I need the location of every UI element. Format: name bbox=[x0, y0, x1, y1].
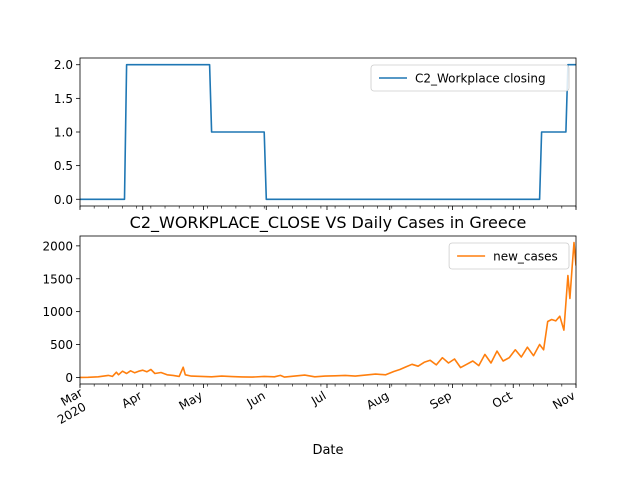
legend: C2_Workplace closing bbox=[370, 64, 570, 92]
series-line-c2-workplace-closing bbox=[80, 63, 576, 201]
y-tick-label: 2000 bbox=[42, 239, 73, 253]
legend-frame bbox=[448, 242, 570, 270]
x-tick-label: Jul bbox=[308, 388, 328, 408]
legend: new_cases bbox=[448, 242, 570, 270]
y-tick-label: 1000 bbox=[42, 305, 73, 319]
chart-title: C2_WORKPLACE_CLOSE VS Daily Cases in Gre… bbox=[130, 213, 527, 233]
legend-frame bbox=[370, 64, 570, 92]
y-tick-label: 0.5 bbox=[54, 159, 73, 173]
axes-frame bbox=[79, 57, 577, 207]
y-tick-label: 0.0 bbox=[54, 193, 73, 207]
legend-label: C2_Workplace closing bbox=[415, 72, 546, 86]
x-axis-label: Date bbox=[312, 443, 343, 458]
y-tick-label: 1.0 bbox=[54, 126, 73, 140]
y-tick-label: 2.0 bbox=[54, 58, 73, 72]
y-tick-label: 1.5 bbox=[54, 92, 73, 106]
y-tick-label: 0 bbox=[65, 371, 73, 385]
y-tick-label: 1500 bbox=[42, 272, 73, 286]
legend-label: new_cases bbox=[493, 250, 558, 264]
y-tick-label: 500 bbox=[50, 338, 73, 352]
workplace-closing-subplot: 0.0 0.5 1.0 1.5 2.0 C2_Workplace closing bbox=[54, 57, 577, 210]
series-line-new-cases bbox=[80, 241, 576, 379]
axes-frame bbox=[79, 235, 577, 385]
